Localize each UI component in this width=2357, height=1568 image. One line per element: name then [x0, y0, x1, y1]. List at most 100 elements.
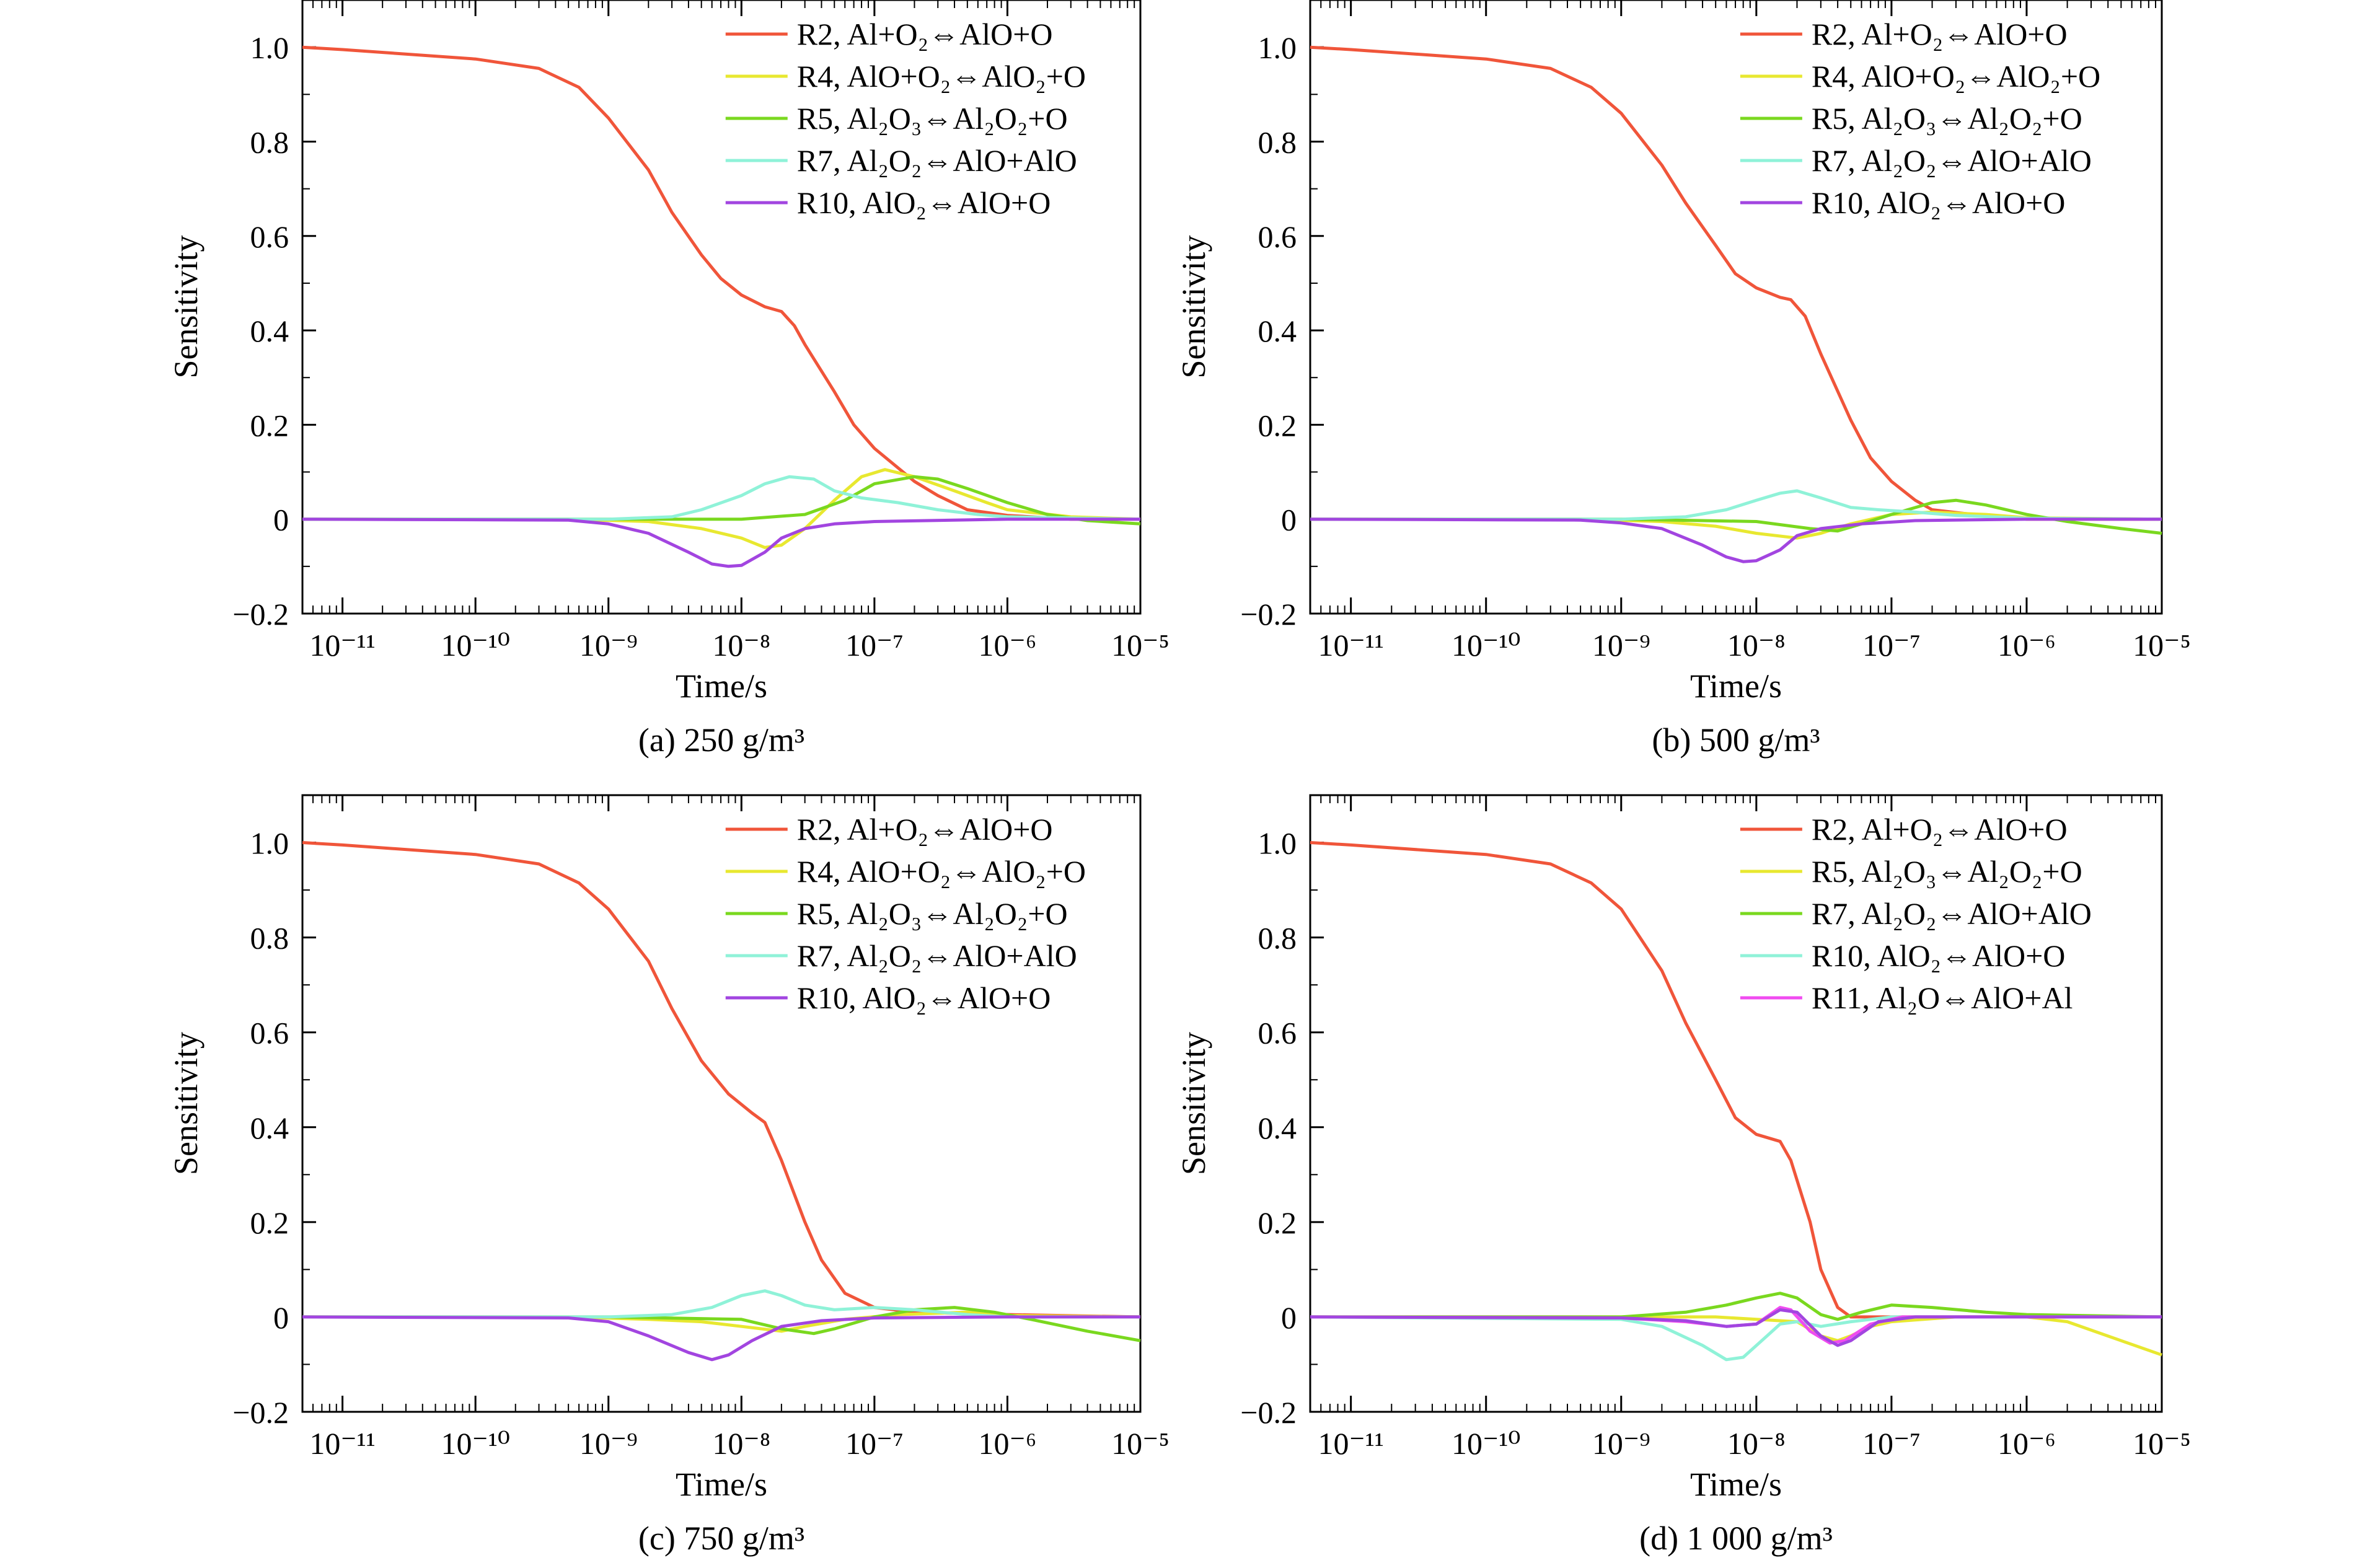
- legend-label-R2: R2, Al+O₂⇔AlO+O: [1812, 812, 2068, 847]
- x-tick-label: 10⁻⁶: [979, 1426, 1037, 1461]
- legend-label-R11: R11, Al₂O⇔AlO+Al: [1812, 980, 2073, 1015]
- legend-label-R4: R4, AlO+O₂⇔AlO₂+O: [1812, 59, 2100, 94]
- legend-label-R10: R10, AlO₂⇔AlO+O: [1812, 185, 2066, 220]
- legend-label-R10: R10, AlO₂⇔AlO+O: [797, 980, 1051, 1015]
- y-tick-label: 0: [1281, 1300, 1297, 1335]
- x-tick-label: 10⁻⁸: [1727, 628, 1786, 663]
- x-tick-label: 10⁻⁸: [712, 1426, 770, 1461]
- x-tick-label: 10⁻¹⁰: [441, 1426, 509, 1461]
- x-tick-label: 10⁻⁸: [712, 628, 770, 663]
- panel-d: −0.2 0 0.2 0.4 0.6 0.8 1.0 10⁻¹¹ 10⁻¹⁰ 10⁻⁹ 10⁻⁸ 10…: [1175, 794, 2191, 1557]
- y-tick-label: 0.2: [250, 408, 289, 443]
- x-tick-label: 10⁻⁹: [579, 1426, 638, 1461]
- x-tick-label: 10⁻¹⁰: [441, 628, 509, 663]
- y-tick-label: 0: [1281, 503, 1297, 537]
- panel-a: −0.2 0 0.2 0.4 0.6 0.8 1.0 10⁻¹¹ 10⁻¹⁰ 10⁻⁹ 10⁻⁸ 10…: [167, 0, 1170, 759]
- series-line-R5: [302, 475, 1141, 526]
- y-tick-label: 0.6: [250, 219, 289, 254]
- x-tick-label: 10⁻¹⁰: [1452, 1426, 1520, 1461]
- y-tick-label: 0.4: [1258, 314, 1297, 348]
- y-tick-label: 0.6: [1258, 1016, 1297, 1050]
- y-axis-label: Sensitivity: [167, 235, 205, 378]
- y-tick-label: 0.8: [250, 125, 289, 159]
- series-line-R10: [1310, 1315, 2162, 1362]
- series-line-R2: [1310, 45, 2162, 521]
- y-tick-label: −0.2: [232, 597, 289, 632]
- legend-label-R10: R10, AlO₂⇔AlO+O: [1812, 938, 2066, 973]
- y-tick-label: 0.6: [1258, 219, 1297, 254]
- y-tick-label: 0.2: [1258, 1205, 1297, 1240]
- x-tick-label: 10⁻¹¹: [309, 628, 375, 663]
- y-tick-label: 0.4: [250, 1111, 289, 1145]
- series-line-R2: [302, 45, 1140, 521]
- y-tick-label: 1.0: [1258, 30, 1297, 65]
- x-tick-label: 10⁻⁹: [1592, 1426, 1650, 1461]
- x-tick-label: 10⁻¹⁰: [1452, 628, 1520, 663]
- series-line-R10b: [1310, 1308, 2162, 1347]
- legend-label-R7: R7, Al₂O₂⇔AlO+AlO: [797, 938, 1077, 973]
- legend-label-R5: R5, Al₂O₃⇔Al₂O₂+O: [797, 101, 1068, 136]
- y-tick-label: 0: [273, 1300, 289, 1335]
- x-tick-label: 10⁻¹¹: [309, 1426, 375, 1461]
- x-tick-label: 10⁻¹¹: [1318, 628, 1383, 663]
- y-axis-label: Sensitivity: [1175, 1032, 1212, 1175]
- legend-label-R7: R7, Al₂O₂⇔AlO+AlO: [797, 143, 1077, 178]
- x-tick-label: 10⁻⁶: [1998, 628, 2056, 663]
- x-tick-label: 10⁻⁷: [845, 628, 904, 663]
- series-line-R5: [1310, 1315, 2162, 1357]
- series-line-R10: [1310, 518, 2162, 563]
- x-tick-label: 10⁻⁵: [2133, 628, 2191, 663]
- series-line-R4: [1310, 510, 2162, 540]
- y-tick-label: 0: [273, 503, 289, 537]
- series-line-R7: [1310, 489, 2162, 521]
- series-line-R10: [302, 518, 1140, 568]
- legend-label-R4: R4, AlO+O₂⇔AlO₂+O: [797, 854, 1086, 889]
- y-tick-label: 0.8: [1258, 125, 1297, 159]
- series-line-R10: [302, 1315, 1140, 1362]
- panel-caption: (b) 500 g/m³: [1652, 721, 1820, 759]
- legend-label-R2: R2, Al+O₂⇔AlO+O: [1812, 17, 2068, 51]
- legend-label-R5: R5, Al₂O₃⇔Al₂O₂+O: [1812, 854, 2082, 889]
- y-axis-label: Sensitivity: [1175, 235, 1212, 378]
- y-tick-label: 0.2: [1258, 408, 1297, 443]
- x-axis-label: Time/s: [1690, 1466, 1782, 1503]
- x-tick-label: 10⁻⁷: [1862, 628, 1921, 663]
- panel-caption: (a) 250 g/m³: [638, 721, 804, 759]
- series-line-R4: [302, 468, 1141, 549]
- y-tick-label: 1.0: [250, 826, 289, 861]
- panel-b: −0.2 0 0.2 0.4 0.6 0.8 1.0 10⁻¹¹ 10⁻¹⁰ 10⁻⁹ 10⁻⁸ 10…: [1175, 0, 2191, 759]
- x-tick-label: 10⁻¹¹: [1318, 1426, 1383, 1461]
- series-line-R7: [302, 1289, 1140, 1319]
- x-tick-label: 10⁻⁸: [1727, 1426, 1786, 1461]
- y-tick-label: 0.4: [250, 314, 289, 348]
- x-tick-label: 10⁻⁵: [1111, 1426, 1170, 1461]
- series-line-R7: [302, 475, 1141, 521]
- y-tick-label: 0.6: [250, 1016, 289, 1050]
- x-tick-label: 10⁻⁷: [845, 1426, 904, 1461]
- legend-label-R4: R4, AlO+O₂⇔AlO₂+O: [797, 59, 1086, 94]
- panel-caption: (d) 1 000 g/m³: [1639, 1520, 1833, 1557]
- y-tick-label: 0.8: [250, 921, 289, 956]
- legend-label-R2: R2, Al+O₂⇔AlO+O: [797, 17, 1053, 51]
- series-line-R7: [1310, 1292, 2162, 1321]
- series-line-R2: [1310, 841, 2162, 1319]
- y-tick-label: 1.0: [1258, 826, 1297, 861]
- x-tick-label: 10⁻⁵: [2133, 1426, 2191, 1461]
- y-tick-label: 0.4: [1258, 1111, 1297, 1145]
- series-line-R2: [302, 841, 1141, 1319]
- x-tick-label: 10⁻⁵: [1111, 628, 1170, 663]
- x-tick-label: 10⁻⁹: [1592, 628, 1650, 663]
- legend-label-R7: R7, Al₂O₂⇔AlO+AlO: [1812, 143, 2092, 178]
- panel-caption: (c) 750 g/m³: [638, 1520, 804, 1557]
- y-tick-label: 0.8: [1258, 921, 1297, 956]
- y-tick-label: −0.2: [232, 1395, 289, 1430]
- x-axis-label: Time/s: [1690, 667, 1782, 705]
- y-tick-label: −0.2: [1240, 597, 1297, 632]
- legend-label-R2: R2, Al+O₂⇔AlO+O: [797, 812, 1053, 847]
- x-axis-label: Time/s: [676, 667, 767, 705]
- y-tick-label: 0.2: [250, 1205, 289, 1240]
- legend-label-R10: R10, AlO₂⇔AlO+O: [797, 185, 1051, 220]
- legend-label-R7: R7, Al₂O₂⇔AlO+AlO: [1812, 896, 2092, 931]
- x-tick-label: 10⁻⁶: [979, 628, 1037, 663]
